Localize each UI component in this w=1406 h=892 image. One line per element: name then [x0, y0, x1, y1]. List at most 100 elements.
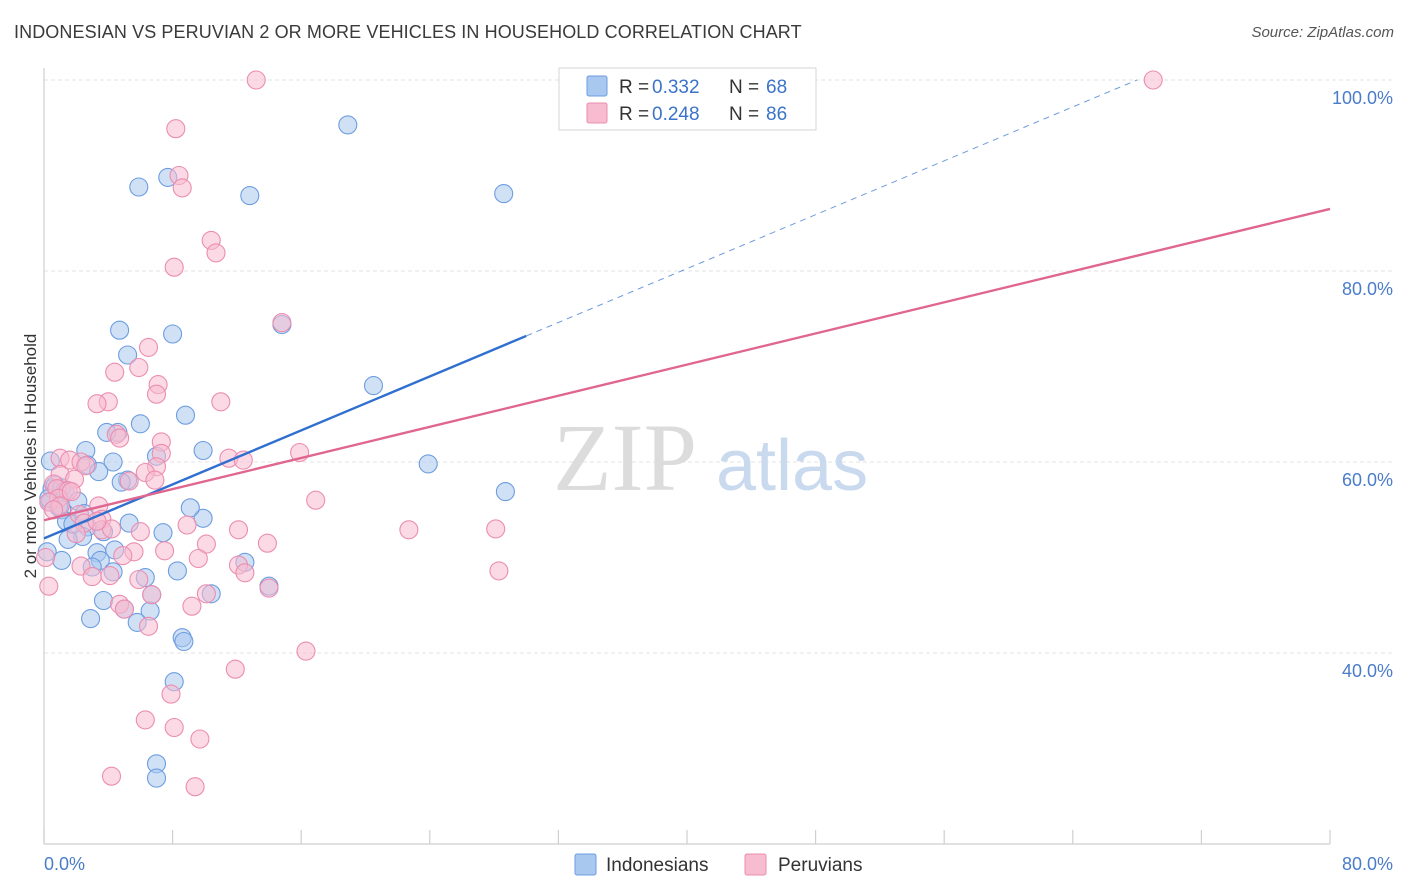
indonesian-point-6: [163, 324, 183, 344]
watermark-atlas: atlas: [716, 426, 868, 506]
legend-r-value-1: 0.332: [652, 77, 700, 98]
peruvian-point-81: [185, 777, 205, 797]
peruvian-point-31: [119, 471, 139, 491]
watermark: ZIP atlas: [553, 404, 868, 511]
indonesian-point-37: [153, 523, 173, 543]
indonesian-point-11: [175, 405, 196, 425]
peruvian-point-73: [138, 616, 159, 636]
indonesian-point-20: [103, 452, 123, 472]
peruvian-point-80: [101, 766, 122, 786]
series-peruvians: [36, 70, 1163, 797]
indonesian-point-43: [52, 550, 72, 570]
peruvian-point-1: [1143, 70, 1163, 90]
legend-n-value-1: 68: [766, 77, 787, 98]
bottom-legend-label-peruvians: Peruvians: [778, 855, 863, 876]
peruvian-point-63: [82, 567, 102, 587]
indonesian-point-9: [363, 376, 384, 396]
legend: R = 0.332 N = 68 R = 0.248 N = 86: [558, 67, 817, 131]
peruvian-point-46: [399, 520, 419, 540]
chart-title: INDONESIAN VS PERUVIAN 2 OR MORE VEHICLE…: [14, 22, 802, 42]
peruvian-point-52: [257, 533, 277, 553]
peruvian-point-13: [146, 384, 167, 404]
peruvian-point-62: [489, 561, 509, 581]
y-tick-label-60: 60.0%: [1342, 470, 1393, 490]
legend-n-value-2: 86: [766, 104, 787, 125]
indonesian-point-0: [338, 115, 358, 135]
peruvian-point-53: [196, 534, 216, 554]
indonesian-point-47: [167, 561, 187, 581]
grid-lines: [44, 79, 1392, 654]
trendline-indonesians-extension: [526, 79, 1138, 337]
indonesian-point-8: [118, 345, 138, 365]
indonesian-point-32: [193, 508, 213, 528]
y-tick-labels: 40.0% 60.0% 80.0% 100.0%: [1332, 88, 1393, 681]
x-ticks: [43, 830, 1331, 844]
x-tick-label-min: 0.0%: [44, 854, 85, 874]
peruvian-point-68: [196, 584, 216, 604]
peruvian-point-36: [306, 490, 326, 510]
indonesian-point-17: [418, 454, 438, 474]
peruvian-point-16: [211, 392, 231, 412]
indonesian-point-3: [240, 186, 260, 206]
peruvian-point-11: [105, 362, 125, 382]
peruvian-point-7: [164, 257, 184, 277]
legend-r-label-1: R =: [619, 77, 649, 98]
y-tick-label-100: 100.0%: [1332, 88, 1393, 108]
indonesian-point-61: [146, 768, 167, 788]
peruvian-point-79: [190, 729, 210, 749]
peruvian-point-15: [87, 394, 107, 414]
indonesian-point-4: [494, 184, 514, 204]
indonesian-point-55: [81, 609, 101, 629]
indonesian-point-5: [110, 320, 130, 340]
legend-n-label-1: N =: [729, 77, 759, 98]
indonesian-point-66: [180, 498, 200, 518]
peruvian-point-44: [177, 515, 197, 535]
peruvian-point-0: [246, 70, 266, 90]
y-axis-label: 2 or more Vehicles in Household: [21, 334, 40, 579]
peruvian-point-6: [206, 243, 226, 263]
legend-swatch-peruvians: [586, 102, 608, 124]
peruvian-point-72: [114, 599, 134, 619]
indonesian-point-52: [93, 590, 114, 611]
peruvian-point-57: [36, 547, 56, 568]
peruvian-point-61: [235, 563, 255, 583]
peruvian-point-85: [145, 470, 165, 490]
watermark-zip: ZIP: [553, 404, 697, 511]
peruvian-point-4: [172, 178, 192, 198]
peruvian-point-9: [138, 337, 159, 357]
indonesian-point-10: [130, 414, 150, 434]
bottom-legend-swatch-indonesians: [574, 853, 597, 876]
indonesian-point-1: [129, 177, 149, 197]
peruvian-point-58: [188, 548, 208, 569]
indonesian-point-15: [193, 440, 213, 461]
peruvian-point-8: [272, 313, 292, 333]
legend-swatch-indonesians: [586, 75, 608, 97]
peruvian-point-71: [182, 596, 202, 616]
peruvian-point-84: [61, 482, 81, 502]
legend-r-value-2: 0.248: [652, 104, 700, 125]
peruvian-point-10: [129, 357, 149, 378]
bottom-legend-label-indonesians: Indonesians: [606, 855, 708, 876]
peruvian-point-65: [129, 569, 149, 590]
peruvian-point-77: [135, 710, 155, 730]
peruvian-point-55: [155, 541, 175, 561]
series-indonesians: [37, 115, 515, 788]
peruvian-point-75: [225, 659, 245, 679]
trendline-peruvians: [43, 207, 1331, 522]
peruvian-point-66: [39, 576, 59, 596]
peruvian-point-45: [228, 520, 249, 540]
peruvian-point-76: [161, 684, 181, 704]
peruvian-point-67: [259, 578, 279, 598]
y-tick-label-80: 80.0%: [1342, 279, 1393, 299]
chart-source: Source: ZipAtlas.com: [1251, 24, 1394, 41]
trendline-indonesians: [43, 334, 527, 540]
legend-r-label-2: R =: [619, 104, 649, 125]
peruvian-point-64: [100, 566, 120, 586]
peruvian-point-47: [486, 519, 506, 539]
x-tick-label-max: 80.0%: [1342, 854, 1393, 874]
indonesian-point-58: [174, 631, 194, 652]
bottom-legend-swatch-peruvians: [744, 853, 767, 876]
y-tick-label-40: 40.0%: [1342, 661, 1393, 681]
trend-lines: [43, 79, 1331, 540]
peruvian-point-74: [296, 641, 316, 661]
